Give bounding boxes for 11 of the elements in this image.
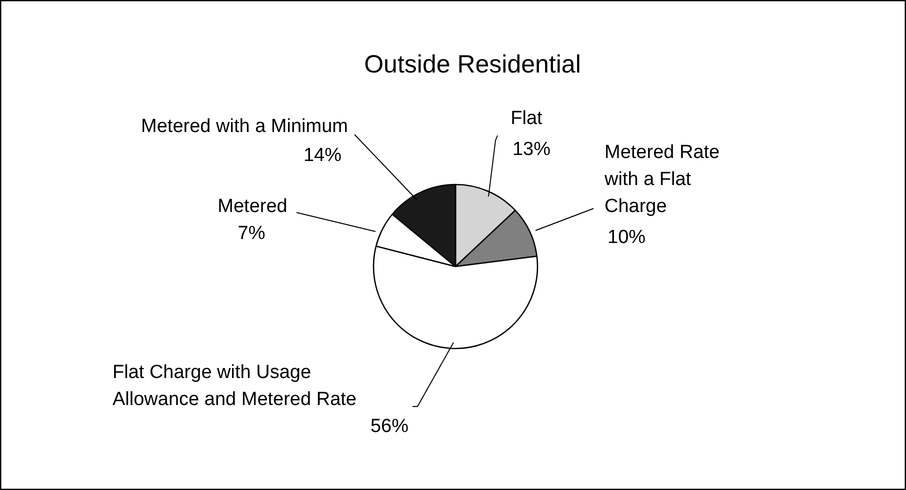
data-label: 7%: [238, 223, 266, 244]
slice-label: Flat Charge with Usage Allowance and Metered Rate: [112, 362, 356, 410]
data-label: 13%: [512, 139, 551, 160]
data-label: 56%: [370, 416, 409, 437]
slice-label: Metered Rate with a Flat Charge: [604, 142, 720, 217]
data-label: 14%: [303, 145, 342, 166]
slice-label: Metered with a Minimum: [141, 116, 348, 137]
data-label: 10%: [608, 227, 646, 248]
chart-title: Outside Residential: [364, 50, 581, 78]
slice-label: Flat: [510, 108, 544, 129]
slice-label: Metered: [218, 196, 288, 217]
